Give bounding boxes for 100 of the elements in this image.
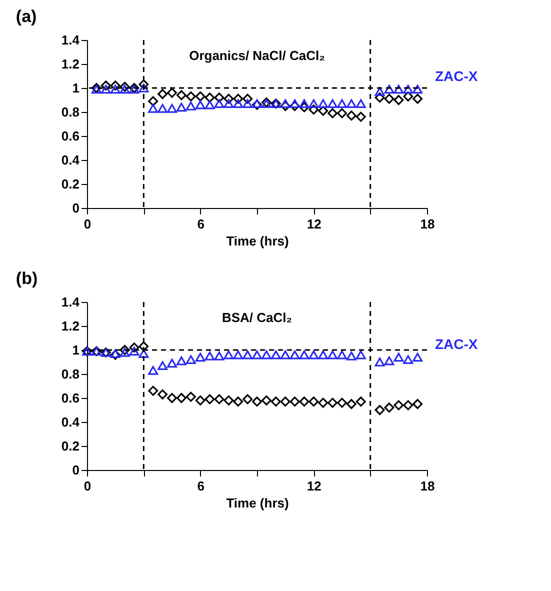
- point: [195, 100, 206, 110]
- series-label: ZAC-X: [435, 68, 478, 84]
- point: [252, 350, 262, 360]
- point: [100, 84, 111, 94]
- y-tick-label: 0.4: [61, 152, 80, 168]
- point: [328, 108, 338, 118]
- point: [214, 352, 224, 360]
- y-tick-label: 0.2: [61, 176, 80, 192]
- point: [356, 350, 366, 360]
- point: [167, 393, 177, 403]
- point: [394, 84, 404, 94]
- point: [138, 84, 149, 92]
- x-tick-label: 18: [420, 216, 435, 232]
- point: [129, 342, 140, 353]
- x-tick-label: 12: [306, 478, 322, 494]
- point: [356, 112, 366, 122]
- point: [186, 392, 196, 402]
- point: [110, 84, 120, 94]
- point: [120, 84, 130, 94]
- point: [233, 99, 244, 108]
- point: [308, 350, 319, 360]
- point: [110, 80, 120, 91]
- point: [204, 352, 215, 360]
- point: [176, 356, 186, 366]
- point: [138, 79, 149, 90]
- point: [242, 394, 253, 404]
- point: [308, 99, 319, 108]
- point: [158, 361, 168, 370]
- point: [280, 99, 290, 108]
- point: [195, 395, 206, 406]
- y-tick-label: 0.6: [61, 390, 80, 406]
- point: [328, 99, 338, 108]
- y-tick-label: 1.2: [61, 318, 80, 334]
- point: [412, 399, 423, 409]
- point: [148, 386, 158, 396]
- point: [224, 94, 234, 104]
- point: [186, 91, 196, 102]
- point: [270, 396, 281, 407]
- y-tick-label: 0.4: [61, 414, 80, 430]
- y-tick-label: 1: [72, 342, 80, 358]
- point: [412, 84, 423, 94]
- point: [328, 350, 338, 360]
- annotation: Organics/ NaCl/ CaCl₂: [189, 48, 326, 63]
- point: [242, 350, 253, 360]
- point: [384, 356, 394, 366]
- point: [261, 395, 272, 406]
- point: [233, 350, 244, 360]
- point: [158, 104, 168, 113]
- point: [337, 108, 347, 118]
- point: [204, 100, 215, 110]
- point: [346, 352, 356, 360]
- point: [394, 400, 404, 410]
- x-tick-label: 12: [306, 216, 322, 232]
- point: [290, 396, 300, 407]
- point: [148, 96, 158, 106]
- point: [252, 396, 262, 407]
- point: [129, 346, 140, 356]
- point: [403, 400, 414, 410]
- point: [176, 102, 186, 112]
- point: [214, 394, 224, 404]
- point: [242, 99, 253, 108]
- point: [384, 94, 394, 104]
- point: [186, 102, 196, 110]
- point: [394, 95, 404, 105]
- point: [148, 104, 158, 113]
- x-tick-label: 0: [84, 478, 92, 494]
- point: [158, 389, 168, 400]
- point: [224, 350, 234, 360]
- point: [394, 352, 404, 362]
- point: [356, 396, 366, 407]
- point: [337, 99, 347, 108]
- point: [290, 350, 300, 360]
- point: [261, 350, 272, 360]
- point: [204, 92, 215, 103]
- point: [204, 394, 215, 404]
- point: [384, 402, 394, 413]
- y-tick-label: 1.4: [61, 32, 80, 48]
- point: [176, 90, 186, 100]
- point: [412, 94, 423, 104]
- point: [233, 396, 244, 407]
- point: [167, 104, 177, 113]
- point: [176, 393, 186, 403]
- y-tick-label: 1: [72, 80, 80, 96]
- point: [167, 88, 177, 98]
- point: [214, 99, 224, 108]
- point: [308, 104, 319, 115]
- y-tick-label: 0.6: [61, 128, 80, 144]
- y-tick-label: 0.8: [61, 366, 80, 382]
- point: [299, 396, 310, 407]
- point: [318, 106, 328, 116]
- point: [403, 355, 414, 364]
- point: [299, 102, 310, 112]
- y-tick-label: 0.2: [61, 438, 80, 454]
- point: [346, 110, 356, 121]
- point: [280, 396, 290, 407]
- point: [158, 89, 168, 99]
- point: [318, 350, 328, 360]
- point: [195, 91, 206, 102]
- x-tick-label: 0: [84, 216, 92, 232]
- point: [224, 395, 234, 406]
